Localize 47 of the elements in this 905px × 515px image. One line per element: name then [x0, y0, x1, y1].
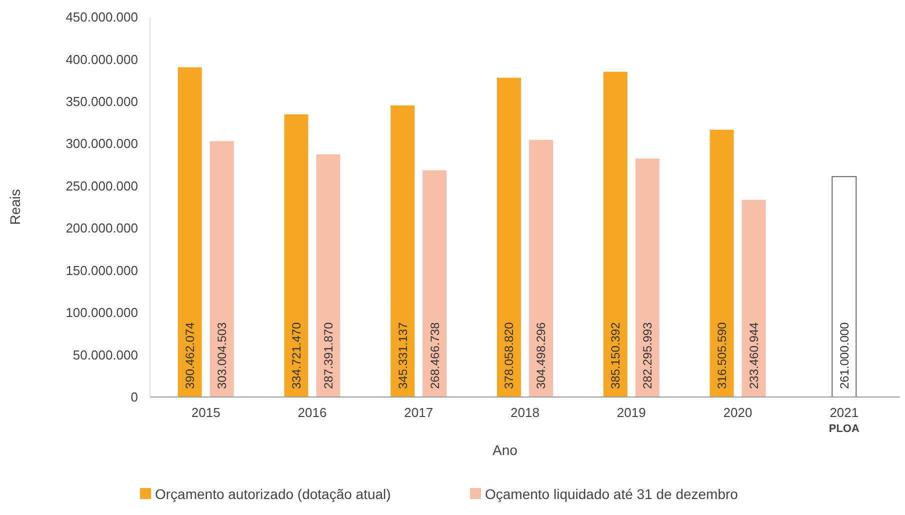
bar: [635, 158, 660, 397]
data-label: 378.058.820: [502, 322, 516, 389]
bar: [210, 141, 234, 397]
bar: [316, 154, 340, 397]
bar: [832, 176, 857, 398]
bar: [422, 170, 447, 397]
x-tick-label: 2020: [723, 405, 752, 420]
data-label: 282.295.993: [640, 322, 655, 389]
data-label: 334.721.470: [289, 322, 304, 389]
data-label: 385.150.392: [608, 322, 623, 389]
y-tick-label: 0: [130, 390, 138, 405]
bar: [497, 78, 521, 397]
x-tick-label: 2015: [191, 405, 220, 420]
x-tick-label: 2017: [404, 405, 434, 420]
bar: [284, 114, 308, 397]
bar: [178, 67, 202, 397]
data-label: 316.505.590: [714, 322, 729, 389]
y-tick-label: 200.000.000: [66, 220, 138, 236]
data-label: 390.462.074: [183, 322, 198, 389]
data-label: 233.460.944: [746, 322, 761, 389]
y-tick-label: 300.000.000: [66, 136, 138, 152]
y-tick-label: 250.000.000: [66, 178, 138, 194]
legend-label: Orçamento autorizado (dotação atual): [155, 486, 391, 502]
bar: [529, 140, 553, 397]
data-label: 345.331.137: [396, 322, 410, 389]
data-label: 303.004.503: [215, 322, 230, 389]
bar: [390, 105, 415, 397]
data-label: 304.498.296: [534, 322, 548, 389]
y-tick-label: 100.000.000: [66, 305, 138, 320]
data-label: 268.466.738: [428, 322, 442, 389]
y-tick-label: 350.000.000: [66, 94, 138, 109]
legend-label: Oçamento liquidado até 31 de dezembro: [485, 486, 738, 502]
y-tick-label: 50.000.000: [72, 347, 138, 362]
y-tick-label: 450.000.000: [66, 10, 138, 25]
data-label: 287.391.870: [321, 322, 336, 389]
x-tick-label: 2016: [298, 405, 327, 420]
bar: [603, 72, 628, 397]
y-tick-label: 150.000.000: [66, 262, 138, 278]
x-tick-label: 2021 PLOA: [828, 405, 860, 435]
bar: [710, 130, 734, 397]
y-axis-title: Reais: [7, 189, 23, 225]
x-axis-title: Ano: [492, 442, 518, 458]
x-tick-label: 2019: [616, 405, 646, 420]
bar: [742, 200, 766, 397]
x-tick-label: 2018: [510, 405, 540, 420]
y-tick-label: 400.000.000: [66, 52, 138, 67]
data-label: 261.000.000: [837, 322, 852, 389]
